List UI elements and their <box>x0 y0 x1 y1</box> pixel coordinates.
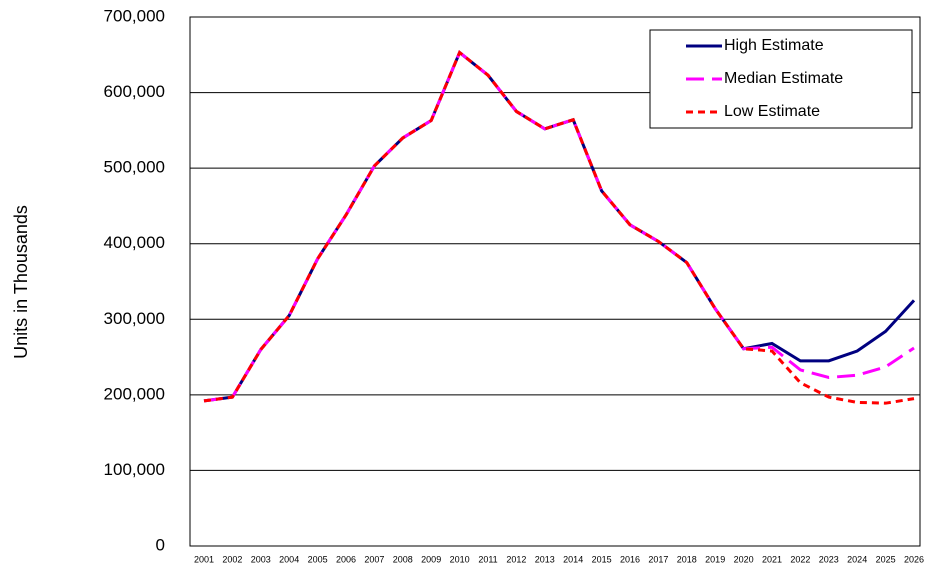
x-tick-label: 2007 <box>364 554 384 564</box>
y-tick-label: 500,000 <box>104 158 165 177</box>
x-tick-label: 2011 <box>478 554 497 564</box>
x-tick-label: 2003 <box>251 554 271 564</box>
x-tick-label: 2015 <box>592 554 612 564</box>
y-tick-label: 300,000 <box>104 309 165 328</box>
plot-frame <box>189 16 921 547</box>
y-tick-label: 0 <box>156 535 165 554</box>
x-tick-label: 2001 <box>194 554 214 564</box>
legend-label: Median Estimate <box>724 70 843 87</box>
x-tick-label: 2025 <box>876 554 896 564</box>
x-tick-label: 2010 <box>450 554 470 564</box>
x-tick-label: 2020 <box>734 554 754 564</box>
x-tick-label: 2014 <box>563 554 583 564</box>
x-tick-label: 2018 <box>677 554 697 564</box>
legend-label: High Estimate <box>724 37 824 54</box>
x-tick-label: 2021 <box>762 554 782 564</box>
x-tick-label: 2006 <box>336 554 356 564</box>
x-tick-label: 2016 <box>620 554 640 564</box>
x-tick-label: 2013 <box>535 554 555 564</box>
x-tick-label: 2022 <box>790 554 810 564</box>
x-tick-label: 2023 <box>819 554 839 564</box>
series-line <box>203 50 915 405</box>
x-tick-label: 2009 <box>421 554 441 564</box>
legend-label: Low Estimate <box>724 103 820 120</box>
x-tick-label: 2012 <box>506 554 526 564</box>
y-tick-label: 200,000 <box>104 384 165 403</box>
y-tick-label: 700,000 <box>104 6 165 25</box>
y-tick-label: 600,000 <box>104 82 165 101</box>
y-tick-label: 100,000 <box>104 460 165 479</box>
x-tick-label: 2005 <box>308 554 328 564</box>
x-tick-label: 2002 <box>222 554 242 564</box>
x-tick-label: 2026 <box>904 554 924 564</box>
x-tick-label: 2008 <box>393 554 413 564</box>
x-tick-label: 2024 <box>847 554 867 564</box>
x-tick-label: 2019 <box>705 554 725 564</box>
y-axis-label: Units in Thousands <box>11 205 31 359</box>
x-tick-label: 2017 <box>648 554 668 564</box>
x-tick-label: 2004 <box>279 554 299 564</box>
y-tick-label: 400,000 <box>104 233 165 252</box>
